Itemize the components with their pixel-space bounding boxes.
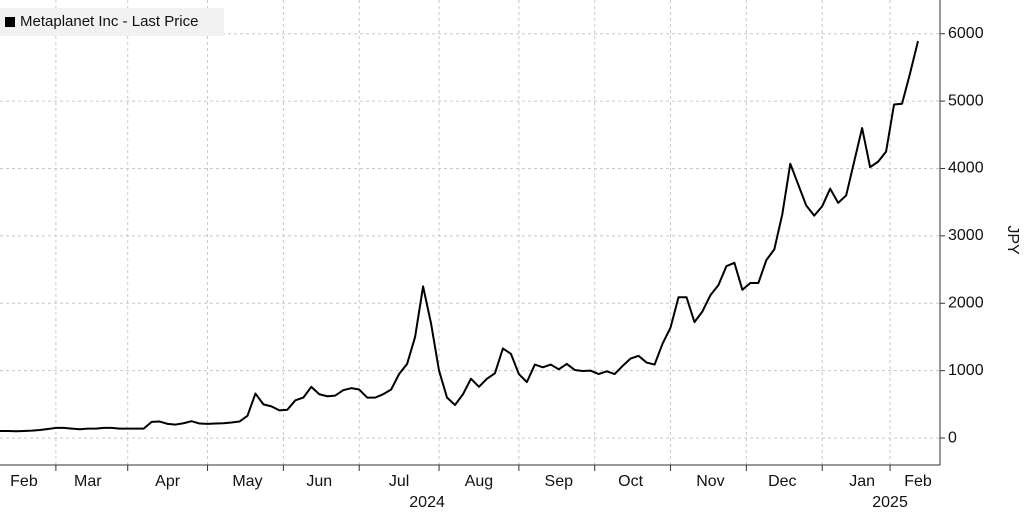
x-tick-label: May xyxy=(232,473,262,490)
line-series xyxy=(0,40,919,433)
x-tick-label: Aug xyxy=(465,473,493,490)
x-tick-label: Dec xyxy=(768,473,796,490)
x-tick-label: Nov xyxy=(696,473,724,490)
legend-swatch xyxy=(5,17,15,27)
x-tick-label: Mar xyxy=(74,473,102,490)
x-tick-label: Oct xyxy=(618,473,643,490)
y-tick-label: 6000 xyxy=(948,25,984,42)
x-tick-label: Jul xyxy=(389,473,409,490)
x-group-label: 2025 xyxy=(872,494,908,511)
y-axis-label: JPY xyxy=(1004,225,1021,255)
y-tick-label: 4000 xyxy=(948,160,984,177)
x-tick-label: Feb xyxy=(904,473,932,490)
x-group-label: 2024 xyxy=(409,494,445,511)
x-tick-label: Feb xyxy=(10,473,38,490)
x-tick-label: Jun xyxy=(306,473,332,490)
x-tick-label: Sep xyxy=(545,473,574,490)
legend-box xyxy=(0,8,224,36)
x-tick-label: Apr xyxy=(155,473,181,490)
legend-label: Metaplanet Inc - Last Price xyxy=(20,13,198,30)
y-tick-label: 3000 xyxy=(948,227,984,244)
y-tick-label: 1000 xyxy=(948,362,984,379)
y-tick-label: 2000 xyxy=(948,294,984,311)
x-tick-label: Jan xyxy=(849,473,875,490)
y-tick-label: 0 xyxy=(948,429,957,446)
y-tick-label: 5000 xyxy=(948,92,984,109)
